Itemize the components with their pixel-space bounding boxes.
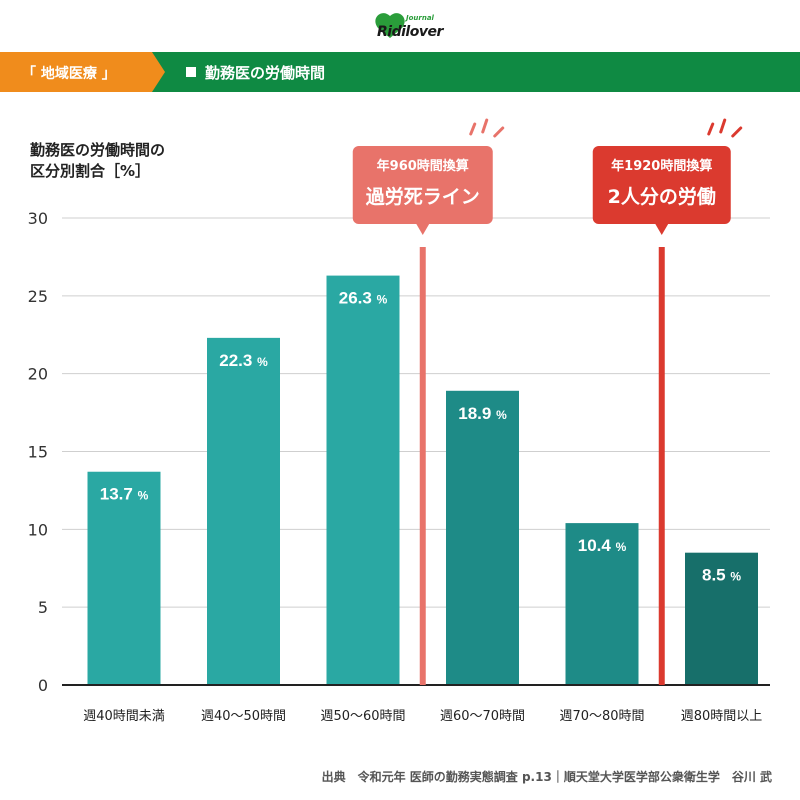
alarm-mark-icon: [481, 118, 489, 134]
heart-icon: [375, 13, 405, 38]
callout-box: [352, 146, 493, 224]
brand-name: Ridilover: [377, 24, 443, 40]
alarm-mark-icon: [469, 122, 477, 136]
bar: [207, 337, 280, 685]
callout-line2: 過労死ライン: [366, 185, 480, 208]
category-tag-label: 「 地域医療 」: [22, 66, 116, 82]
x-tick-label: 週60〜70時間: [440, 709, 525, 724]
bar-value-label: 26.3 %: [339, 289, 388, 308]
brand-logo: [375, 13, 405, 38]
alarm-mark-icon: [493, 126, 505, 138]
callout-box: [592, 146, 731, 224]
y-tick-label: 15: [28, 443, 48, 462]
y-axis-label-line2: 区分別割合［%］: [30, 162, 151, 180]
x-tick-label: 週40時間未満: [83, 709, 165, 724]
bar-value-label: 13.7 %: [100, 485, 149, 504]
threshold-line: [658, 247, 665, 685]
x-tick-label: 週80時間以上: [681, 709, 763, 724]
y-tick-label: 25: [28, 287, 48, 306]
y-axis-label-line1: 勤務医の労働時間の: [30, 141, 166, 159]
category-tag: 「 地域医療 」: [0, 52, 165, 92]
x-tick-label: 週40〜50時間: [201, 709, 286, 724]
bar-value-label: 22.3 %: [219, 351, 268, 370]
bar-value-label: 8.5 %: [702, 566, 741, 585]
threshold-line: [419, 247, 426, 685]
callout-line1: 年1920時間換算: [611, 158, 712, 174]
y-axis-label: 勤務医の労働時間の 区分別割合［%］: [30, 140, 165, 182]
bar: [565, 523, 639, 685]
page-title: 勤務医の労働時間: [186, 62, 325, 83]
alarm-mark-icon: [731, 126, 743, 138]
source-citation: 出典 令和元年 医師の勤務実態調査 p.13｜順天堂大学医学部公衆衛生学 谷川 …: [321, 770, 772, 784]
y-tick-label: 30: [28, 209, 48, 228]
y-tick-label: 5: [38, 598, 48, 617]
alarm-mark-icon: [707, 122, 715, 136]
bar: [326, 275, 400, 685]
callout-line2: 2人分の労働: [608, 185, 716, 208]
y-tick-label: 0: [38, 676, 48, 695]
y-tick-label: 20: [28, 365, 48, 384]
alarm-mark-icon: [719, 118, 727, 134]
square-bullet-icon: [186, 67, 196, 77]
callout-line1: 年960時間換算: [377, 158, 469, 174]
callout-pointer: [415, 223, 430, 235]
x-tick-label: 週50〜60時間: [320, 709, 405, 724]
bar: [446, 390, 519, 685]
brand-sub: Journal: [406, 14, 434, 22]
y-tick-label: 10: [28, 520, 48, 539]
bar-value-label: 10.4 %: [578, 536, 627, 555]
page-title-text: 勤務医の労働時間: [205, 64, 326, 82]
x-tick-label: 週70〜80時間: [559, 709, 644, 724]
bar-value-label: 18.9 %: [458, 404, 507, 423]
callout-pointer: [654, 223, 669, 235]
bar: [87, 471, 161, 685]
bar: [685, 552, 758, 685]
